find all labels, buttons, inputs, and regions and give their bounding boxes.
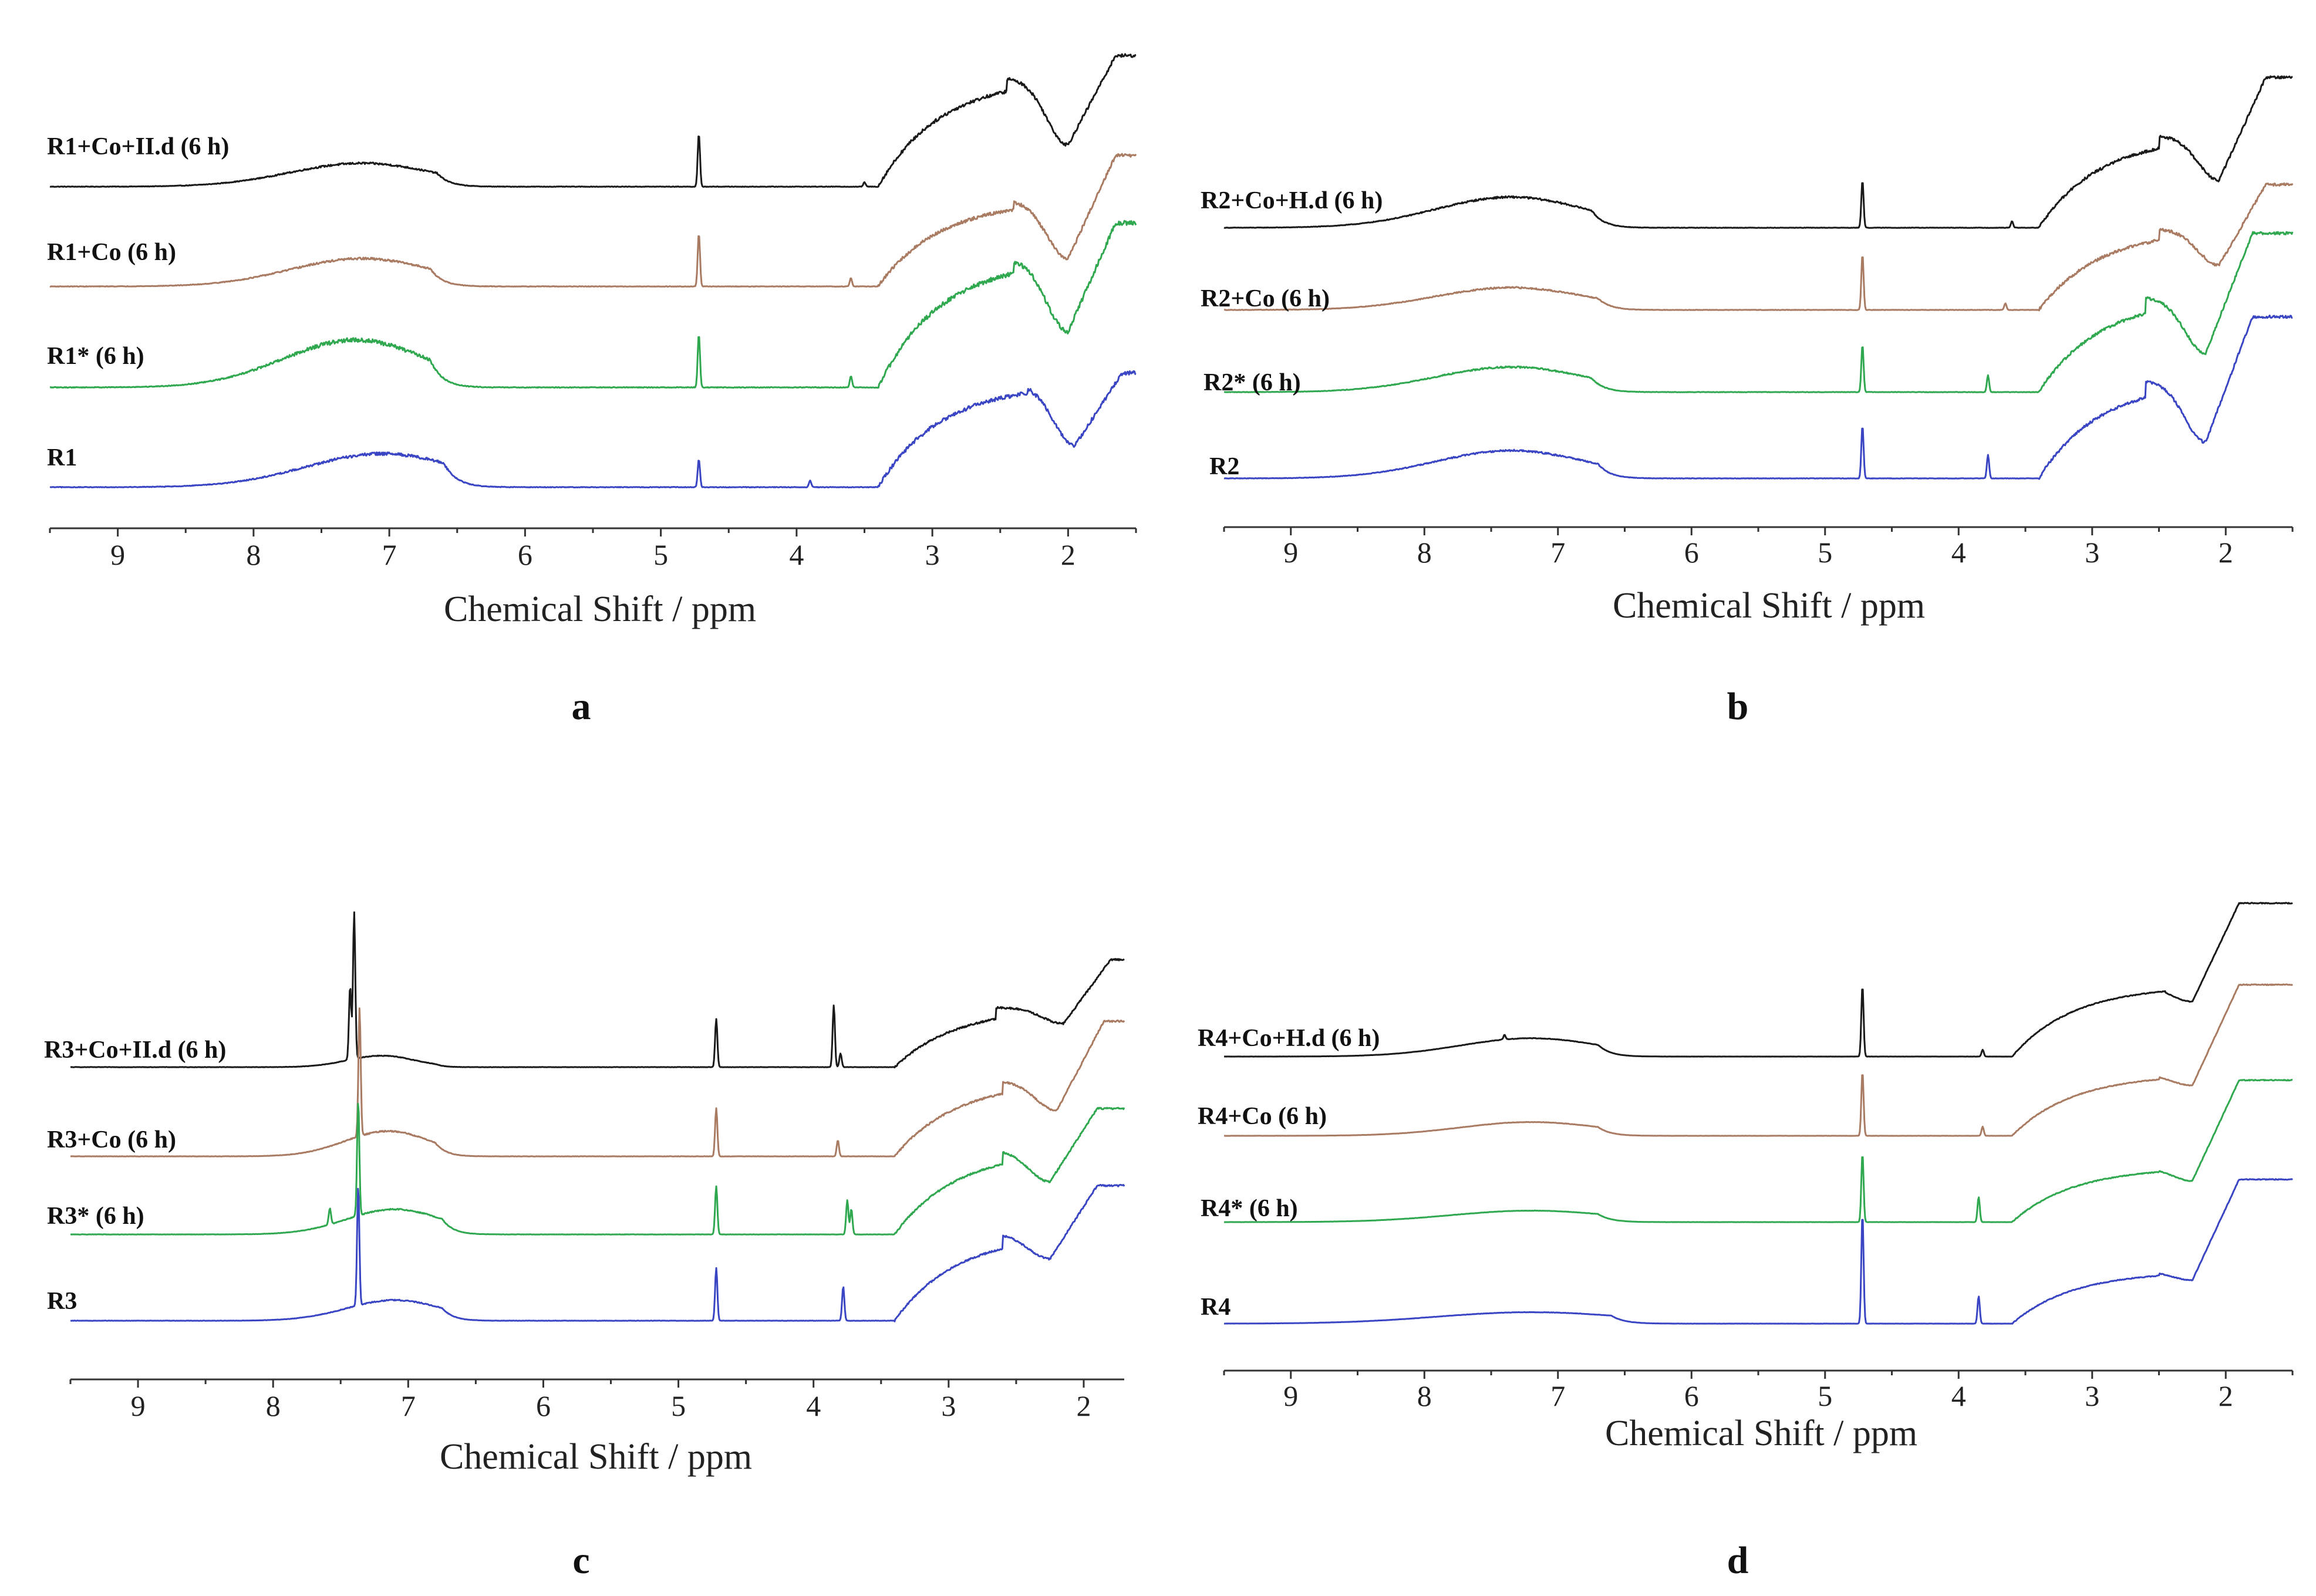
spectrum-r1-co-6-h (49, 153, 1137, 288)
series-label-r2-star: R2* (6 h) (1203, 369, 1301, 396)
x-tick-label-5: 5 (653, 538, 668, 571)
panel-letter: a (572, 685, 591, 728)
series-label-r4-co-hd: R4+Co+H.d (6 h) (1198, 1025, 1380, 1052)
series-label-r3-star: R3* (6 h) (47, 1203, 144, 1230)
x-tick-label-9: 9 (1283, 1379, 1298, 1412)
x-tick-label-3: 3 (925, 538, 940, 571)
series-label-r1-star: R1* (6 h) (47, 343, 144, 370)
x-tick-label-6: 6 (536, 1389, 551, 1422)
spectrum-r4 (1223, 1178, 2293, 1325)
x-tick-label-4: 4 (1951, 1379, 1966, 1412)
spectrum-r2-co-h-d-6-h (1223, 75, 2293, 229)
spectrum-r3-co-ii-d-6-h (70, 911, 1125, 1069)
spectrum-r1-co-ii-d-6-h (49, 53, 1137, 188)
x-axis-title: Chemical Shift / ppm (444, 589, 756, 629)
series-labels: R1+Co+II.d (6 h) R1+Co (6 h) R1* (6 h) R… (47, 133, 229, 471)
spectra (70, 911, 1125, 1322)
series-label-r2-co-hd: R2+Co+H.d (6 h) (1201, 187, 1383, 214)
spectra (1223, 75, 2294, 480)
x-tick-label-8: 8 (1417, 1379, 1432, 1412)
spectrum-r1 (49, 370, 1137, 488)
spectrum-r1-6-h (49, 220, 1137, 389)
x-axis-title: Chemical Shift / ppm (1613, 586, 1925, 626)
panel-a: 9 8 7 6 5 4 3 2 R1+Co+II.d (6 h) R1+Co (6 h) R1… (47, 53, 1137, 728)
spectrum-r3 (70, 1184, 1125, 1322)
x-tick-label-9: 9 (131, 1389, 146, 1422)
x-axis-ticks: 9 8 7 6 5 4 3 2 (69, 1379, 1091, 1422)
spectra (1223, 902, 2293, 1325)
x-tick-label-2: 2 (2219, 1379, 2233, 1412)
series-label-r2-co: R2+Co (6 h) (1201, 285, 1330, 312)
panel-letter: c (572, 1539, 589, 1582)
x-axis-ticks: 9 8 7 6 5 4 3 2 (1223, 527, 2294, 569)
panel-d: 9 8 7 6 5 4 3 2 R4+Co+H.d (6 h) R4+Co (6 h) R4*… (1198, 902, 2294, 1582)
x-axis-title: Chemical Shift / ppm (1605, 1413, 1917, 1453)
spectrum-r4-co-h-d-6-h (1223, 902, 2293, 1058)
x-tick-label-5: 5 (671, 1389, 686, 1422)
x-tick-label-5: 5 (1818, 1379, 1832, 1412)
series-label-r1: R1 (47, 444, 77, 471)
series-label-r1-co-iid: R1+Co+II.d (6 h) (47, 133, 229, 160)
series-labels: R4+Co+H.d (6 h) R4+Co (6 h) R4* (6 h) R4 (1198, 1025, 1380, 1321)
x-tick-label-8: 8 (266, 1389, 281, 1422)
spectrum-r4-co-6-h (1223, 983, 2293, 1137)
x-tick-label-3: 3 (2085, 1379, 2099, 1412)
x-tick-label-5: 5 (1818, 536, 1832, 569)
x-tick-label-6: 6 (1684, 1379, 1699, 1412)
series-label-r3-co: R3+Co (6 h) (47, 1126, 176, 1153)
x-tick-label-7: 7 (382, 538, 397, 571)
series-labels: R2+Co+H.d (6 h) R2+Co (6 h) R2* (6 h) R2 (1201, 187, 1383, 480)
x-tick-label-8: 8 (246, 538, 261, 571)
series-labels: R3+Co+II.d (6 h) R3+Co (6 h) R3* (6 h) R… (44, 1037, 226, 1315)
spectrum-r3-co-6-h (70, 1007, 1125, 1158)
x-tick-label-7: 7 (401, 1389, 416, 1422)
x-tick-label-9: 9 (1283, 536, 1298, 569)
panel-c: 9 8 7 6 5 4 3 2 R3+Co+II.d (6 h) R3+Co (6 h) R3… (44, 911, 1125, 1582)
x-tick-label-4: 4 (806, 1389, 821, 1422)
series-label-r4-star: R4* (6 h) (1201, 1195, 1298, 1222)
spectrum-r2 (1223, 314, 2293, 480)
series-label-r3-co-iid: R3+Co+II.d (6 h) (44, 1037, 226, 1064)
series-label-r4-co: R4+Co (6 h) (1198, 1103, 1327, 1130)
x-axis-title: Chemical Shift / ppm (440, 1437, 752, 1477)
series-label-r4: R4 (1201, 1294, 1231, 1321)
x-tick-label-8: 8 (1417, 536, 1432, 569)
x-tick-label-7: 7 (1550, 1379, 1565, 1412)
x-tick-label-6: 6 (1684, 536, 1699, 569)
x-axis-ticks: 9 8 7 6 5 4 3 2 (49, 528, 1137, 571)
x-tick-label-6: 6 (518, 538, 532, 571)
x-tick-label-3: 3 (2085, 536, 2099, 569)
x-axis-ticks: 9 8 7 6 5 4 3 2 (1223, 1371, 2294, 1412)
series-label-r2: R2 (1209, 453, 1239, 480)
x-tick-label-3: 3 (941, 1389, 956, 1422)
x-tick-label-7: 7 (1550, 536, 1565, 569)
panel-letter: b (1727, 685, 1749, 728)
panel-b: 9 8 7 6 5 4 3 2 R2+Co+H.d (6 h) R2+Co (6 h) R2*… (1201, 75, 2294, 728)
spectrum-r2-6-h (1223, 231, 2294, 393)
spectra (49, 53, 1137, 488)
x-tick-label-2: 2 (1061, 538, 1076, 571)
spectrum-r4-6-h (1223, 1079, 2293, 1223)
x-tick-label-4: 4 (789, 538, 804, 571)
x-tick-label-2: 2 (1076, 1389, 1091, 1422)
x-tick-label-9: 9 (110, 538, 125, 571)
x-tick-label-4: 4 (1951, 536, 1966, 569)
x-tick-label-2: 2 (2219, 536, 2233, 569)
spectrum-r3-6-h (70, 1102, 1125, 1236)
series-label-r1-co: R1+Co (6 h) (47, 239, 176, 266)
series-label-r3: R3 (47, 1288, 77, 1315)
panel-letter: d (1727, 1539, 1749, 1582)
spectrum-r2-co-6-h (1223, 182, 2294, 312)
